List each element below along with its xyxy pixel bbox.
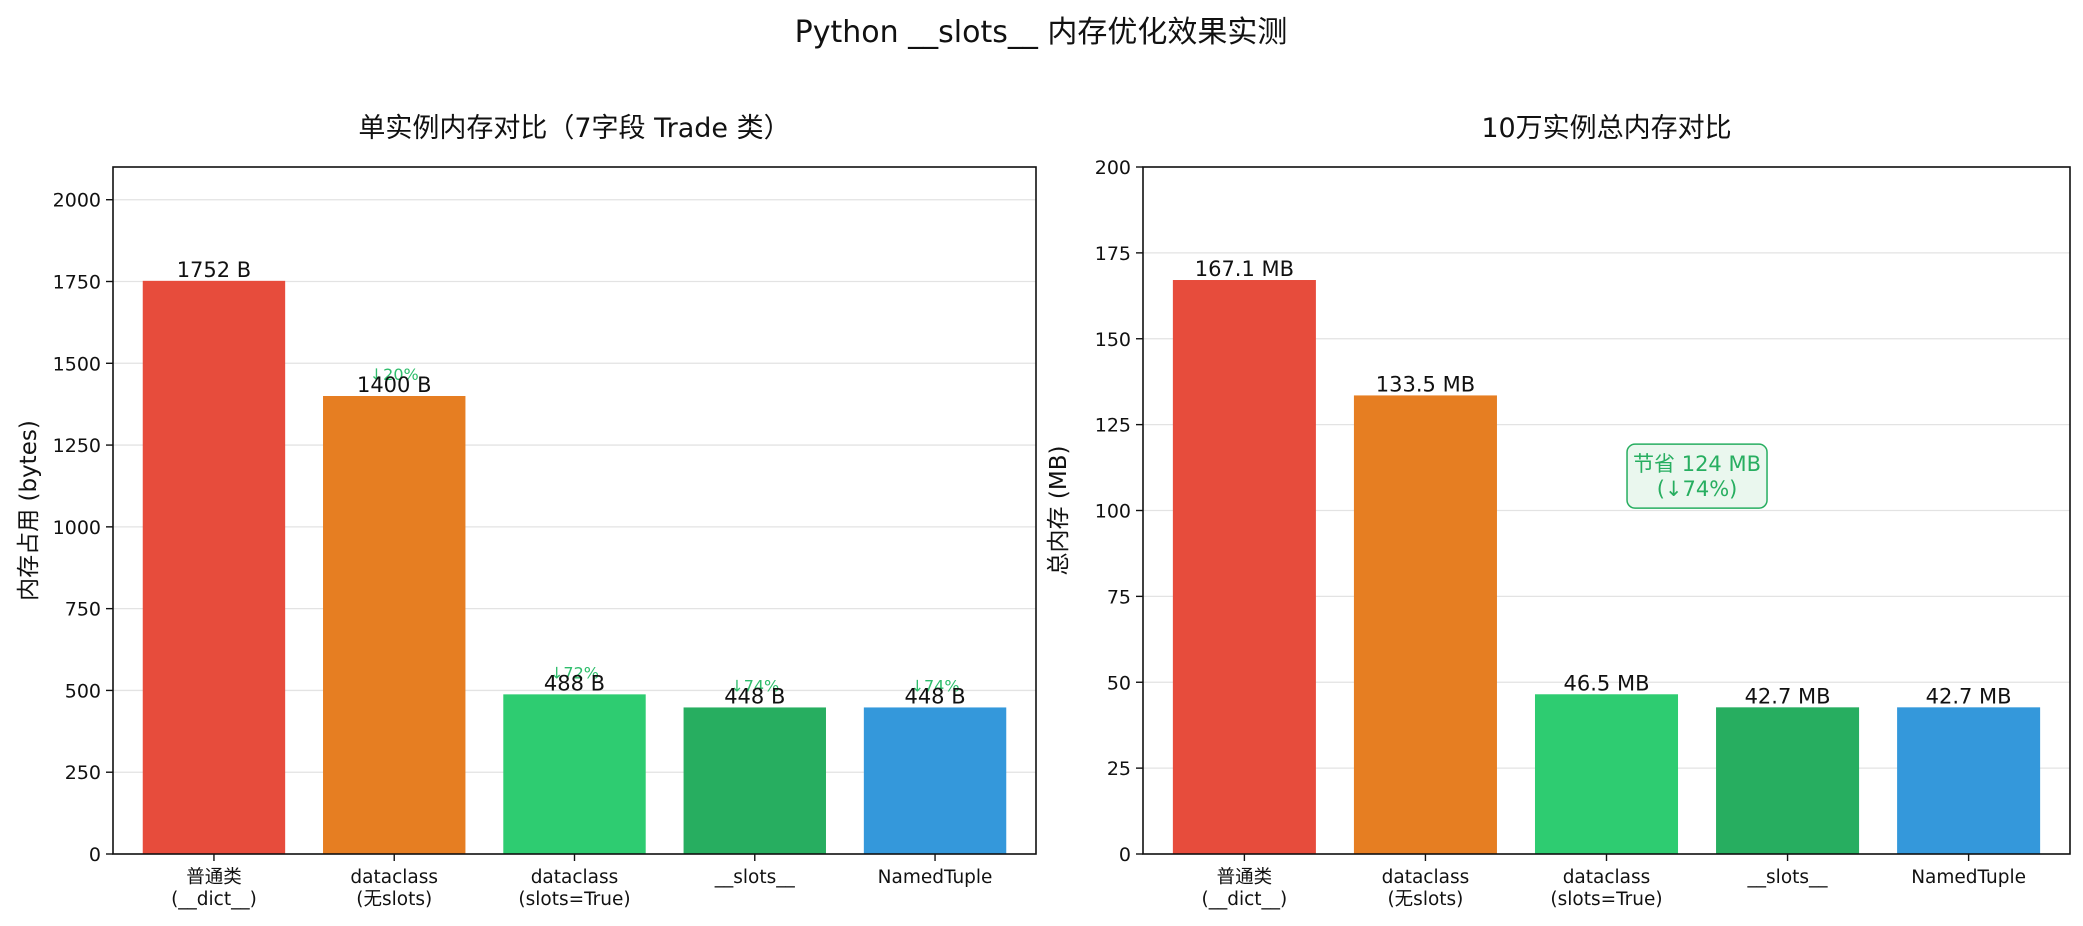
- reduction-label: ↓74%: [911, 676, 960, 695]
- figure-title: Python __slots__ 内存优化效果实测: [795, 15, 1288, 50]
- y-tick-label: 1250: [53, 435, 101, 457]
- reduction-label: ↓20%: [370, 365, 419, 384]
- y-tick-label: 0: [1119, 844, 1131, 866]
- value-label: 1752 B: [177, 258, 252, 282]
- y-tick-label: 125: [1095, 415, 1131, 437]
- y-tick-label: 1000: [53, 517, 101, 539]
- bar: [142, 280, 286, 854]
- y-tick-label: 75: [1107, 586, 1131, 608]
- y-tick-label: 750: [65, 599, 101, 621]
- bar: [863, 707, 1007, 854]
- bar: [1353, 395, 1497, 854]
- value-label: 448 B: [724, 684, 785, 708]
- annotation-text: (↓74%): [1657, 477, 1738, 501]
- annotation-box: [1626, 443, 1768, 509]
- x-tick-label-line: NamedTuple: [878, 867, 993, 888]
- x-tick-label-line: 普通类: [186, 867, 242, 888]
- bar: [1534, 694, 1679, 854]
- single-instance-memory-chart: 单实例内存对比（7字段 Trade 类） ↓20% ↓72% ↓74% ↓74% 1752…: [16, 113, 1037, 910]
- x-tick-label-line: __slots__: [1747, 867, 1829, 888]
- y-tick-label: 0: [89, 844, 101, 866]
- y-axis-label: 总内存 (MB): [1046, 446, 1072, 576]
- x-tick-label: dataclass (slots=True): [518, 867, 630, 910]
- y-tick-label: 2000: [53, 190, 101, 212]
- bar: [1897, 707, 2041, 854]
- y-tick-label: 50: [1107, 672, 1131, 694]
- x-tick-label: dataclass (无slots): [1382, 867, 1470, 910]
- bar: [683, 707, 826, 854]
- value-label: 1400 B: [357, 373, 432, 397]
- x-tick-label: NamedTuple: [1911, 867, 2026, 888]
- x-tick-label-line: dataclass: [531, 867, 619, 888]
- x-tick-label: __slots__: [714, 867, 796, 888]
- value-label: 448 B: [904, 684, 965, 708]
- reduction-label: ↓72%: [550, 663, 599, 682]
- x-tick-label-line: dataclass: [1382, 867, 1470, 888]
- x-tick-label-line: (slots=True): [518, 889, 630, 910]
- x-tick-label-line: (无slots): [356, 889, 432, 910]
- x-tick-label: 普通类(__dict__): [171, 867, 257, 910]
- bar: [323, 396, 466, 854]
- value-label: 42.7 MB: [1926, 684, 2012, 708]
- x-tick-label-line: (__dict__): [1202, 889, 1288, 910]
- x-tick-label: __slots__: [1747, 867, 1829, 888]
- x-tick-label-line: 普通类: [1217, 867, 1273, 888]
- chart-title: 单实例内存对比（7字段 Trade 类）: [358, 113, 790, 144]
- reduction-label: ↓74%: [730, 676, 779, 695]
- x-tick-label-line: (slots=True): [1550, 889, 1662, 910]
- x-tick-label: dataclass (无slots): [350, 867, 438, 910]
- y-tick-label: 150: [1095, 329, 1131, 351]
- bar: [503, 694, 646, 854]
- y-tick-label: 175: [1095, 243, 1131, 265]
- value-label: 488 B: [544, 671, 605, 695]
- x-tick-label: NamedTuple: [878, 867, 993, 888]
- x-tick-label: 普通类(__dict__): [1202, 867, 1288, 910]
- x-tick-label-line: dataclass: [350, 867, 438, 888]
- bar: [1716, 707, 1860, 854]
- value-label: 133.5 MB: [1376, 372, 1475, 396]
- x-tick-label-line: (__dict__): [171, 889, 257, 910]
- annotation-text: 节省 124 MB: [1633, 452, 1761, 476]
- total-memory-chart: 10万实例总内存对比 167.1 MB 133.5 MB 46.5 MB 42.7 MB…: [1046, 113, 2071, 910]
- value-label: 42.7 MB: [1745, 684, 1831, 708]
- chart-title: 10万实例总内存对比: [1481, 113, 1731, 144]
- y-tick-label: 250: [65, 762, 101, 784]
- value-label: 167.1 MB: [1195, 257, 1294, 281]
- y-tick-label: 25: [1107, 758, 1131, 780]
- y-tick-label: 500: [65, 680, 101, 702]
- y-tick-label: 1750: [53, 272, 101, 294]
- x-tick-label-line: dataclass: [1563, 867, 1651, 888]
- x-tick-label: dataclass (slots=True): [1550, 867, 1662, 910]
- y-tick-label: 100: [1095, 501, 1131, 523]
- y-tick-label: 200: [1095, 157, 1131, 179]
- value-label: 46.5 MB: [1564, 671, 1650, 695]
- bar: [1172, 280, 1316, 855]
- x-tick-label-line: __slots__: [714, 867, 796, 888]
- y-tick-label: 1500: [53, 353, 101, 375]
- x-tick-label-line: (无slots): [1387, 889, 1463, 910]
- y-axis-label: 内存占用 (bytes): [16, 420, 42, 601]
- x-tick-label-line: NamedTuple: [1911, 867, 2026, 888]
